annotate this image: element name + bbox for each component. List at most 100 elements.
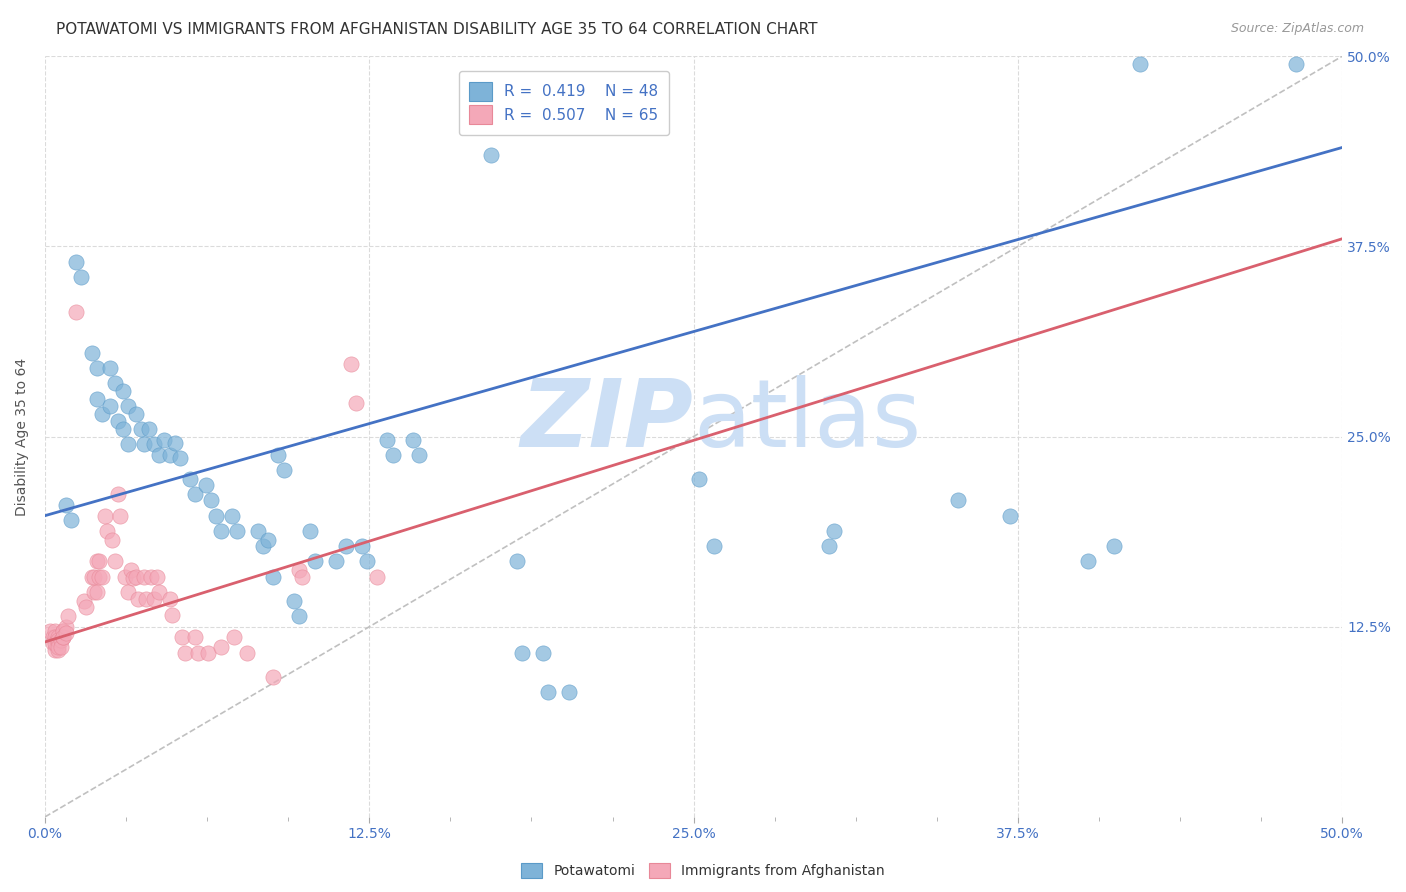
- Point: [340, 357, 363, 371]
- Text: ZIP: ZIP: [520, 376, 693, 467]
- Point: [159, 448, 181, 462]
- Point: [558, 685, 581, 699]
- Point: [46, 631, 69, 645]
- Point: [288, 609, 311, 624]
- Point: [1102, 539, 1125, 553]
- Point: [197, 646, 219, 660]
- Point: [80, 346, 103, 360]
- Point: [262, 670, 284, 684]
- Point: [49, 640, 72, 654]
- Point: [122, 571, 145, 585]
- Point: [205, 508, 228, 523]
- Point: [537, 685, 560, 699]
- Point: [104, 376, 127, 391]
- Point: [110, 508, 132, 523]
- Point: [531, 646, 554, 660]
- Point: [55, 625, 77, 640]
- Point: [184, 631, 207, 645]
- Point: [160, 607, 183, 622]
- Point: [252, 539, 274, 553]
- Point: [52, 624, 75, 639]
- Point: [55, 498, 77, 512]
- Point: [125, 407, 148, 421]
- Point: [948, 493, 970, 508]
- Point: [59, 513, 82, 527]
- Point: [111, 384, 134, 398]
- Point: [688, 472, 710, 486]
- Point: [224, 631, 246, 645]
- Point: [42, 631, 65, 645]
- Point: [107, 487, 129, 501]
- Point: [83, 584, 105, 599]
- Point: [1129, 57, 1152, 71]
- Point: [366, 569, 388, 583]
- Point: [236, 646, 259, 660]
- Point: [52, 631, 75, 645]
- Point: [98, 399, 121, 413]
- Point: [179, 472, 201, 486]
- Point: [44, 636, 66, 650]
- Point: [1284, 57, 1306, 71]
- Point: [58, 609, 80, 624]
- Point: [344, 396, 367, 410]
- Point: [101, 533, 124, 547]
- Point: [91, 569, 114, 583]
- Point: [89, 569, 111, 583]
- Point: [96, 524, 118, 538]
- Point: [104, 554, 127, 568]
- Point: [86, 392, 108, 406]
- Point: [98, 361, 121, 376]
- Point: [39, 624, 62, 639]
- Point: [117, 399, 139, 413]
- Point: [52, 631, 75, 645]
- Point: [172, 631, 194, 645]
- Point: [86, 554, 108, 568]
- Point: [80, 569, 103, 583]
- Point: [335, 539, 357, 553]
- Point: [823, 524, 845, 538]
- Point: [169, 450, 191, 465]
- Point: [138, 422, 160, 436]
- Point: [114, 569, 136, 583]
- Point: [49, 633, 72, 648]
- Point: [145, 569, 167, 583]
- Point: [408, 448, 430, 462]
- Point: [117, 584, 139, 599]
- Point: [304, 554, 326, 568]
- Point: [298, 524, 321, 538]
- Point: [381, 448, 404, 462]
- Point: [479, 148, 502, 162]
- Point: [44, 642, 66, 657]
- Point: [65, 254, 87, 268]
- Point: [283, 594, 305, 608]
- Point: [209, 524, 232, 538]
- Point: [135, 592, 157, 607]
- Point: [107, 414, 129, 428]
- Point: [132, 569, 155, 583]
- Point: [267, 448, 290, 462]
- Point: [200, 493, 222, 508]
- Point: [46, 640, 69, 654]
- Point: [350, 539, 373, 553]
- Point: [89, 554, 111, 568]
- Point: [356, 554, 378, 568]
- Point: [209, 640, 232, 654]
- Point: [46, 636, 69, 650]
- Point: [141, 569, 163, 583]
- Point: [76, 599, 98, 614]
- Legend: Potawatomi, Immigrants from Afghanistan: Potawatomi, Immigrants from Afghanistan: [515, 856, 891, 885]
- Point: [91, 407, 114, 421]
- Point: [65, 305, 87, 319]
- Point: [325, 554, 347, 568]
- Legend: R =  0.419    N = 48, R =  0.507    N = 65: R = 0.419 N = 48, R = 0.507 N = 65: [458, 71, 669, 135]
- Point: [257, 533, 280, 547]
- Point: [46, 642, 69, 657]
- Point: [187, 646, 209, 660]
- Point: [506, 554, 529, 568]
- Point: [93, 508, 115, 523]
- Text: atlas: atlas: [693, 376, 922, 467]
- Point: [262, 569, 284, 583]
- Point: [1077, 554, 1099, 568]
- Point: [291, 569, 314, 583]
- Point: [142, 437, 165, 451]
